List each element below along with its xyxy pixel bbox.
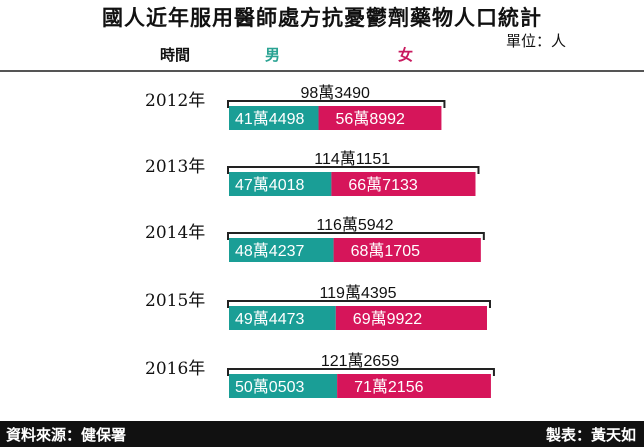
total-bracket — [227, 300, 491, 308]
column-header-male: 男 — [265, 46, 281, 64]
bar-female — [333, 238, 481, 262]
bar-male — [229, 106, 319, 130]
bar-male — [229, 238, 334, 262]
female-value-label: 66萬7133 — [348, 176, 417, 194]
female-value-label: 69萬9922 — [353, 310, 422, 328]
female-value-label: 71萬2156 — [354, 378, 423, 396]
bar-male — [229, 374, 338, 398]
total-bracket — [227, 166, 480, 174]
female-value-label: 68萬1705 — [351, 242, 420, 260]
column-header-time: 時間 — [160, 46, 191, 64]
female-value-label: 56萬8992 — [336, 110, 405, 128]
unit-label: 單位：人 — [505, 32, 566, 50]
bar-female — [335, 306, 487, 330]
male-value-label: 47萬4018 — [235, 176, 304, 194]
header-divider — [0, 70, 644, 72]
male-value-label: 50萬0503 — [235, 378, 304, 396]
bar-female — [318, 106, 442, 130]
bar-female — [337, 374, 491, 398]
total-bracket — [227, 100, 446, 108]
male-value-label: 48萬4237 — [235, 242, 304, 260]
maker-note: 製表：黃天如 — [545, 426, 636, 444]
total-label: 98萬3490 — [301, 84, 370, 102]
total-bracket — [227, 232, 485, 240]
male-value-label: 41萬4498 — [235, 110, 304, 128]
column-header-female: 女 — [398, 46, 414, 64]
stacked-bar-chart: 2012年 98萬3490 41萬4498 56萬8992 2013年 114萬1151 4… — [145, 84, 495, 398]
year-label: 2015年 — [145, 291, 205, 311]
year-label: 2016年 — [145, 359, 205, 379]
bar-female — [331, 172, 476, 196]
bar-male — [229, 306, 336, 330]
male-value-label: 49萬4473 — [235, 310, 304, 328]
year-label: 2012年 — [145, 91, 205, 111]
total-bracket — [227, 368, 495, 376]
total-label: 116萬5942 — [316, 216, 393, 234]
year-label: 2014年 — [145, 223, 205, 243]
footer-bar: 資料來源：健保署 製表：黃天如 — [0, 421, 644, 447]
total-label: 121萬2659 — [321, 352, 399, 370]
bar-male — [229, 172, 332, 196]
source-note: 資料來源：健保署 — [6, 426, 127, 444]
page-title: 國人近年服用醫師處方抗憂鬱劑藥物人口統計 — [102, 6, 542, 30]
year-label: 2013年 — [145, 157, 205, 177]
total-label: 119萬4395 — [319, 284, 396, 302]
total-label: 114萬1151 — [314, 150, 390, 168]
